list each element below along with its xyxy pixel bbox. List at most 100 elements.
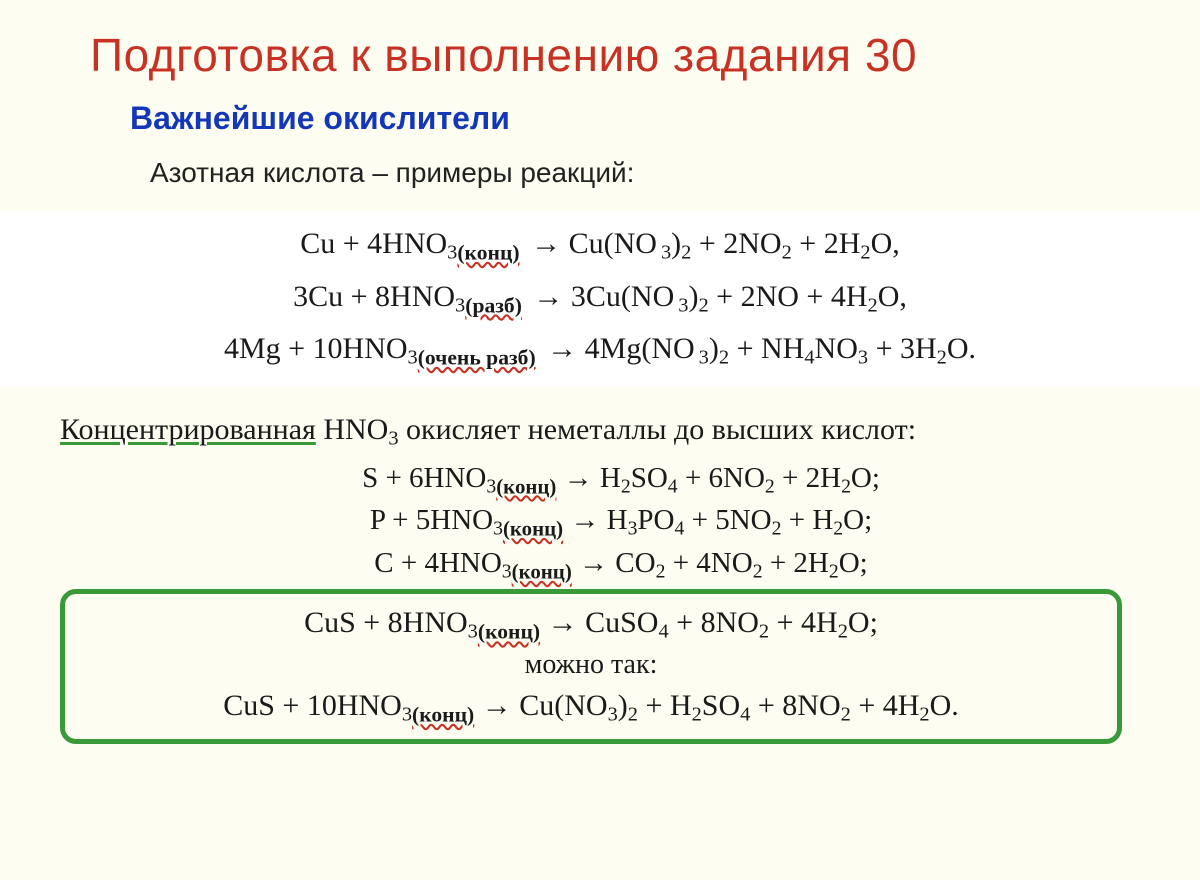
annotation-razb: (разб)	[465, 293, 522, 317]
sub: 3	[608, 703, 618, 725]
eq-text: + 5NO	[684, 504, 771, 536]
sub: 3	[486, 475, 496, 497]
eq-text: → CO	[572, 547, 656, 579]
slide: Подготовка к выполнению задания 30 Важне…	[0, 0, 1200, 880]
sub: 2	[719, 347, 729, 369]
page-title: Подготовка к выполнению задания 30	[90, 28, 1152, 82]
underlined-word: Концентрированная	[60, 413, 316, 446]
sub: 2	[919, 703, 929, 725]
sub: 4	[740, 703, 750, 725]
eq-text: )	[709, 332, 719, 365]
sub: 2	[782, 242, 792, 264]
eq-text: O;	[843, 504, 872, 536]
eq-text: + 2H	[792, 227, 861, 260]
sub: 3	[493, 518, 503, 540]
eq-text: + 2H	[763, 547, 829, 579]
annotation-konc: (конц)	[478, 620, 540, 644]
sub: 3	[628, 518, 638, 540]
sub: 2	[937, 347, 947, 369]
eq-text: + 4H	[851, 689, 920, 722]
eq-text: )	[671, 227, 681, 260]
sub: 3	[468, 621, 478, 643]
eq-text: + 6NO	[678, 462, 765, 494]
equation-2: 3Cu + 8HNO3(разб) → 3Cu(NO3)2 + 2NO + 4H…	[0, 274, 1200, 321]
eq-text: O,	[878, 280, 907, 313]
sub: 2	[829, 561, 839, 583]
eq-text: + H	[638, 689, 692, 722]
eq-text: + H	[781, 504, 833, 536]
sub: 2	[698, 294, 708, 316]
annotation-konc: (конц)	[512, 560, 572, 584]
sub: 3	[388, 427, 398, 449]
sub: 2	[759, 621, 769, 643]
eq-text: → H	[563, 504, 627, 536]
eq-text: S + 6HNO	[362, 462, 486, 494]
eq-text: 3Cu + 8HNO	[293, 280, 455, 313]
sub: 3	[455, 294, 465, 316]
eq-text: O,	[871, 227, 900, 260]
eq-text: + NH	[729, 332, 804, 365]
sub: 3	[858, 347, 868, 369]
sub: 4	[675, 518, 685, 540]
highlight-note: можно так:	[75, 649, 1107, 681]
eq-text: O;	[851, 462, 880, 494]
sub: 2	[868, 294, 878, 316]
annotation-konc: (конц)	[503, 517, 563, 541]
equation-block-2: S + 6HNO3(конц) → H2SO4 + 6NO2 + 2H2O; P…	[90, 457, 1152, 586]
equation-1: Cu + 4HNO3(конц) → Cu(NO3)2 + 2NO2 + 2H2…	[0, 221, 1200, 268]
eq-text: + 8NO	[750, 689, 840, 722]
eq-text: + 2NO + 4H	[709, 280, 868, 313]
para-text: окисляет неметаллы до высших кислот:	[399, 413, 917, 446]
annotation-konc: (конц)	[412, 702, 474, 726]
eq-text: → H	[556, 462, 620, 494]
eq-text: + 2NO	[691, 227, 781, 260]
annotation-konc: (конц)	[457, 240, 519, 264]
sub: 3	[408, 347, 418, 369]
eq-text: P + 5HNO	[370, 504, 493, 536]
subtitle: Важнейшие окислители	[130, 100, 1152, 137]
equation-3: 4Mg + 10HNO3(очень разб) → 4Mg(NO3)2 + N…	[0, 326, 1200, 373]
eq-text: → CuSO	[540, 606, 658, 639]
eq-text: → Cu(NO	[520, 227, 661, 260]
eq-text: + 4NO	[665, 547, 752, 579]
eq-text: + 4H	[769, 606, 838, 639]
eq-text: + 8NO	[669, 606, 759, 639]
sub: 2	[692, 703, 702, 725]
eq-text: + 2H	[775, 462, 841, 494]
sub: 2	[772, 518, 782, 540]
eq-text: → 3Cu(NO	[522, 280, 678, 313]
paragraph-2: Концентрированная HNO3 окисляет неметалл…	[60, 413, 1152, 447]
sub: 3	[678, 294, 688, 316]
eq-text: 4Mg + 10HNO	[224, 332, 408, 365]
eq-text: O.	[930, 689, 959, 722]
sub: 2	[841, 475, 851, 497]
sub: 4	[658, 621, 668, 643]
equation-6: C + 4HNO3(конц) → CO2 + 4NO2 + 2H2O;	[90, 542, 1152, 585]
eq-text: NO	[815, 332, 858, 365]
annotation-konc: (конц)	[496, 474, 556, 498]
eq-text: + 3H	[868, 332, 937, 365]
eq-text: CuS + 8HNO	[304, 606, 468, 639]
eq-text: CuS + 10HNO	[223, 689, 402, 722]
eq-text: )	[688, 280, 698, 313]
sub: 2	[621, 475, 631, 497]
eq-text: O;	[839, 547, 868, 579]
equation-7: CuS + 8HNO3(конц) → CuSO4 + 8NO2 + 4H2O;	[75, 600, 1107, 647]
sub: 2	[628, 703, 638, 725]
equation-4: S + 6HNO3(конц) → H2SO4 + 6NO2 + 2H2O;	[90, 457, 1152, 500]
sub: 2	[753, 561, 763, 583]
eq-text: O.	[947, 332, 976, 365]
eq-text: Cu + 4HNO	[300, 227, 447, 260]
sub: 4	[668, 475, 678, 497]
sub: 2	[765, 475, 775, 497]
sub: 3	[447, 242, 457, 264]
para-text: HNO	[316, 413, 389, 446]
eq-text: → Cu(NO	[474, 689, 607, 722]
eq-text: → 4Mg(NO	[536, 332, 699, 365]
eq-text: O;	[848, 606, 878, 639]
sub: 2	[656, 561, 666, 583]
equation-block-1: Cu + 4HNO3(конц) → Cu(NO3)2 + 2NO2 + 2H2…	[0, 211, 1200, 387]
annotation-very-razb: (очень разб)	[418, 345, 536, 369]
sub: 3	[661, 242, 671, 264]
sub: 3	[402, 703, 412, 725]
